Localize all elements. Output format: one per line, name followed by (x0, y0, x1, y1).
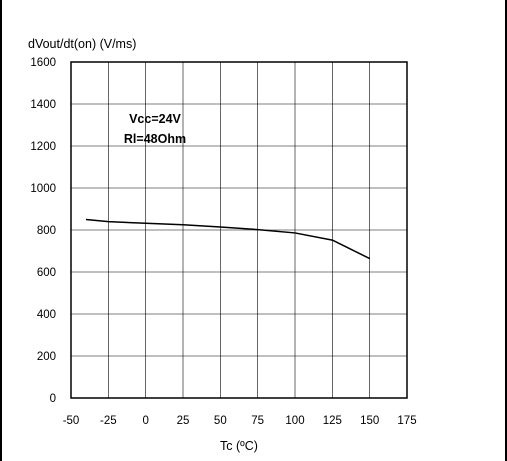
series (85, 218, 370, 260)
y-tick-label: 0 (50, 393, 56, 405)
x-tick-label: -25 (100, 415, 117, 427)
y-tick-label: 400 (37, 309, 56, 321)
annotation-rl: Rl=48Ohm (124, 132, 186, 146)
x-tick-label: -50 (63, 415, 80, 427)
x-tick-label: 50 (214, 415, 227, 427)
series-line (85, 218, 370, 260)
y-tick-label: 200 (37, 351, 56, 363)
y-tick-label: 1400 (30, 99, 56, 111)
x-tick-label: 75 (251, 415, 264, 427)
x-tick-label: 100 (285, 415, 304, 427)
tick-labels: -50 -25 0 25 50 75 100 125 150 175 0 200 400 600 800 10… (30, 57, 416, 427)
plot-area (70, 61, 408, 399)
y-tick-label: 1000 (30, 183, 56, 195)
x-tick-label: 175 (397, 415, 416, 427)
y-tick-label: 1600 (30, 57, 56, 69)
x-tick-label: 0 (142, 415, 148, 427)
y-axis-label: dVout/dt(on) (V/ms) (28, 37, 136, 51)
y-tick-label: 800 (37, 225, 56, 237)
x-tick-label: 125 (323, 415, 342, 427)
x-tick-label: 25 (177, 415, 190, 427)
x-tick-label: 150 (360, 415, 379, 427)
y-tick-label: 1200 (30, 141, 56, 153)
x-axis-label: Tc (ºC) (220, 439, 258, 453)
y-tick-label: 600 (37, 267, 56, 279)
annotation-vcc: Vcc=24V (129, 112, 181, 126)
grid (71, 62, 407, 398)
